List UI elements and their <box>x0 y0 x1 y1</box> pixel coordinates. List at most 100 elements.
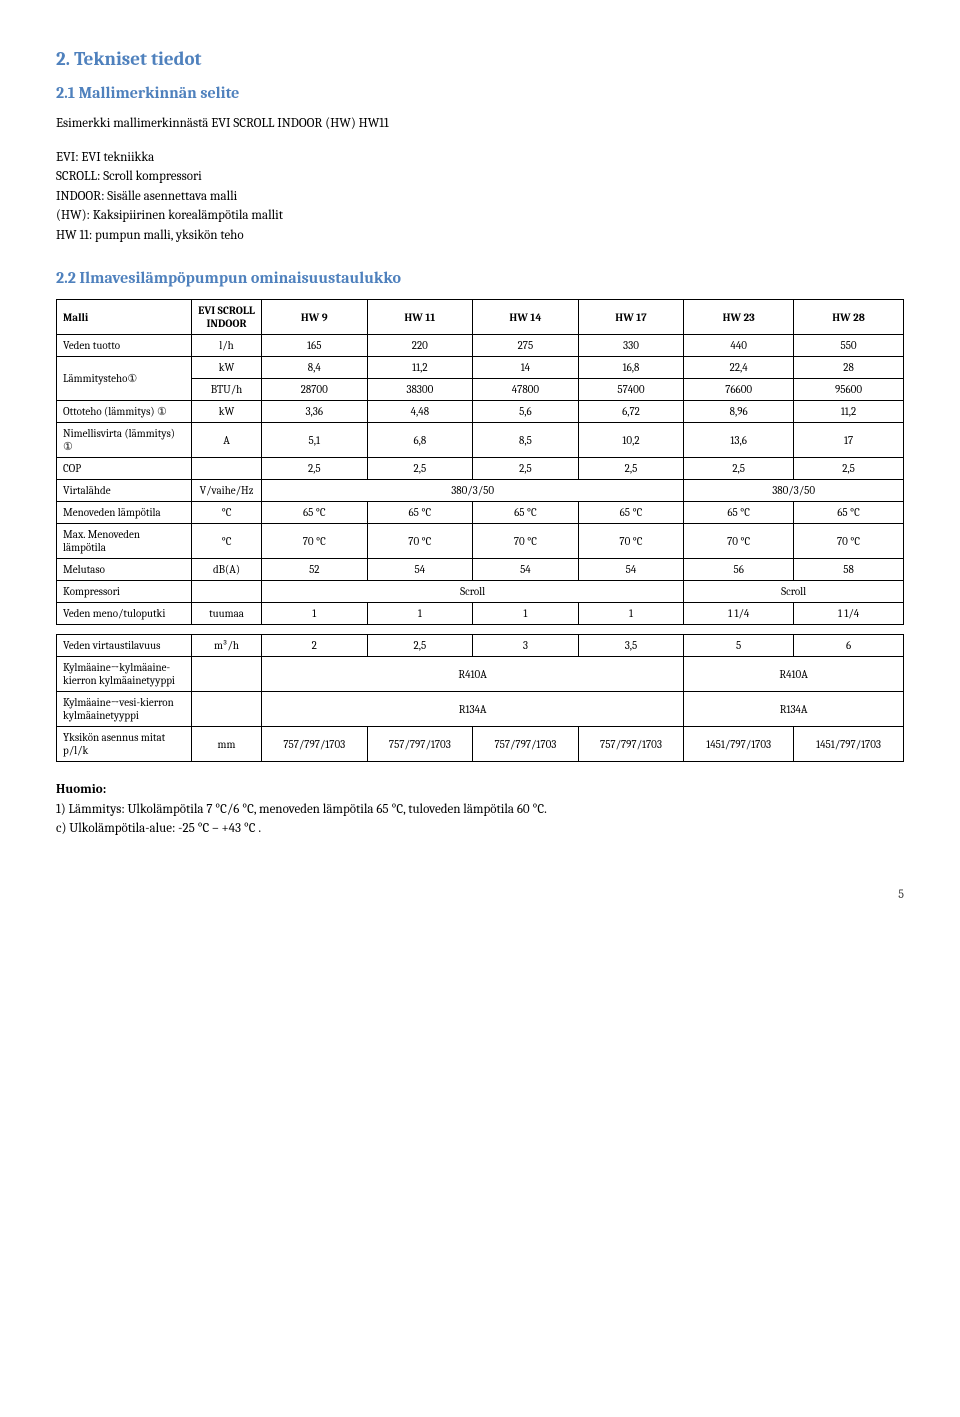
row-value: 65 °C <box>262 502 368 524</box>
row-value: Scroll <box>262 581 684 603</box>
header-hw9: HW 9 <box>262 300 368 335</box>
row-label: Kylmäaine→vesi-kierron kylmäainetyyppi <box>57 692 192 727</box>
table-row: VirtalähdeV/vaihe/Hz380/3/50380/3/50 <box>57 480 904 502</box>
row-value: 550 <box>794 335 904 357</box>
table-gap-row <box>57 625 904 635</box>
row-label: Veden virtaustilavuus <box>57 635 192 657</box>
row-value: 58 <box>794 559 904 581</box>
row-value: 38300 <box>367 379 473 401</box>
header-unit: EVI SCROLL INDOOR <box>192 300 262 335</box>
row-value: 220 <box>367 335 473 357</box>
row-value: 5 <box>684 635 794 657</box>
row-value: 8,4 <box>262 357 368 379</box>
table-row: Kylmäaine→vesi-kierron kylmäainetyyppi R1… <box>57 692 904 727</box>
row-unit <box>192 458 262 480</box>
row-value: R410A <box>684 657 904 692</box>
row-value: 10,2 <box>578 423 684 458</box>
row-label: Veden tuotto <box>57 335 192 357</box>
row-value: 54 <box>578 559 684 581</box>
heading-2: 2. Tekniset tiedot <box>56 48 904 70</box>
row-unit: kW <box>192 401 262 423</box>
table-header-row: Malli EVI SCROLL INDOOR HW 9 HW 11 HW 14… <box>57 300 904 335</box>
row-value: 2,5 <box>578 458 684 480</box>
row-value: 330 <box>578 335 684 357</box>
row-unit: m³/h <box>192 635 262 657</box>
row-value: 56 <box>684 559 794 581</box>
row-value: 275 <box>473 335 579 357</box>
row-value: 70 °C <box>367 524 473 559</box>
row-value: 1 <box>578 603 684 625</box>
row-value: 5,6 <box>473 401 579 423</box>
table-row: Yksikön asennus mitat p/l/kmm 757/797/170… <box>57 727 904 762</box>
row-unit: l/h <box>192 335 262 357</box>
table-row: Nimellisvirta (lämmitys) ①A5,16,88,510,2… <box>57 423 904 458</box>
row-value: 5,1 <box>262 423 368 458</box>
note-block: Huomio: 1) Lämmitys: Ulkolämpötila 7 °C/… <box>56 780 904 839</box>
row-value: R410A <box>262 657 684 692</box>
row-label: Nimellisvirta (lämmitys) ① <box>57 423 192 458</box>
row-value: 4,48 <box>367 401 473 423</box>
row-label: Kompressori <box>57 581 192 603</box>
intro-example: Esimerkki mallimerkinnästä EVI SCROLL IN… <box>56 114 904 134</box>
row-value: 2,5 <box>262 458 368 480</box>
row-value: 65 °C <box>684 502 794 524</box>
spec-table: Malli EVI SCROLL INDOOR HW 9 HW 11 HW 14… <box>56 299 904 762</box>
row-value: 1451/797/1703 <box>684 727 794 762</box>
row-unit <box>192 581 262 603</box>
intro-line: HW 11: pumpun malli, yksikön teho <box>56 226 904 246</box>
row-value: 1 1/4 <box>794 603 904 625</box>
row-label: Ottoteho (lämmitys) ① <box>57 401 192 423</box>
row-value: 70 °C <box>262 524 368 559</box>
row-label: COP <box>57 458 192 480</box>
table-row: Kylmäaine→kylmäaine-kierron kylmäainetyy… <box>57 657 904 692</box>
row-unit: kW <box>192 357 262 379</box>
header-hw11: HW 11 <box>367 300 473 335</box>
row-value: 28700 <box>262 379 368 401</box>
row-unit: tuumaa <box>192 603 262 625</box>
note-title: Huomio: <box>56 780 904 800</box>
intro-definitions: EVI: EVI tekniikka SCROLL: Scroll kompre… <box>56 148 904 246</box>
row-value: 757/797/1703 <box>367 727 473 762</box>
row-value: 380/3/50 <box>262 480 684 502</box>
row-unit: BTU/h <box>192 379 262 401</box>
row-label: Menoveden lämpötila <box>57 502 192 524</box>
row-value: 2 <box>262 635 368 657</box>
header-malli: Malli <box>57 300 192 335</box>
intro-line: EVI: EVI tekniikka <box>56 148 904 168</box>
row-value: 1 1/4 <box>684 603 794 625</box>
row-value: 8,5 <box>473 423 579 458</box>
table-row: Lämmitysteho①kW8,411,21416,822,428 <box>57 357 904 379</box>
table-row: COP2,52,52,52,52,52,5 <box>57 458 904 480</box>
row-value: 16,8 <box>578 357 684 379</box>
row-value: 3,36 <box>262 401 368 423</box>
intro-line: INDOOR: Sisälle asennettava malli <box>56 187 904 207</box>
header-hw28: HW 28 <box>794 300 904 335</box>
row-label: Yksikön asennus mitat p/l/k <box>57 727 192 762</box>
row-value: 76600 <box>684 379 794 401</box>
row-value: 2,5 <box>367 635 473 657</box>
note-line: 1) Lämmitys: Ulkolämpötila 7 °C/6 °C, me… <box>56 800 904 820</box>
row-value: 757/797/1703 <box>578 727 684 762</box>
row-unit: °C <box>192 524 262 559</box>
row-unit: mm <box>192 727 262 762</box>
row-unit: dB(A) <box>192 559 262 581</box>
row-label: Virtalähde <box>57 480 192 502</box>
row-unit: V/vaihe/Hz <box>192 480 262 502</box>
table-row: Veden tuottol/h165220275330440550 <box>57 335 904 357</box>
intro-line: (HW): Kaksipiirinen korealämpötila malli… <box>56 206 904 226</box>
header-hw23: HW 23 <box>684 300 794 335</box>
row-label: Max. Menoveden lämpötila <box>57 524 192 559</box>
row-label: Kylmäaine→kylmäaine-kierron kylmäainetyy… <box>57 657 192 692</box>
heading-3-spec-table: 2.2 Ilmavesilämpöpumpun ominaisuustauluk… <box>56 269 904 287</box>
row-value: R134A <box>684 692 904 727</box>
row-label: Melutaso <box>57 559 192 581</box>
row-value: 28 <box>794 357 904 379</box>
row-value: 65 °C <box>367 502 473 524</box>
row-value: 165 <box>262 335 368 357</box>
row-label: Lämmitysteho① <box>57 357 192 401</box>
row-value: Scroll <box>684 581 904 603</box>
row-value: 3,5 <box>578 635 684 657</box>
row-value: 2,5 <box>794 458 904 480</box>
row-value: 6,72 <box>578 401 684 423</box>
row-value: 95600 <box>794 379 904 401</box>
